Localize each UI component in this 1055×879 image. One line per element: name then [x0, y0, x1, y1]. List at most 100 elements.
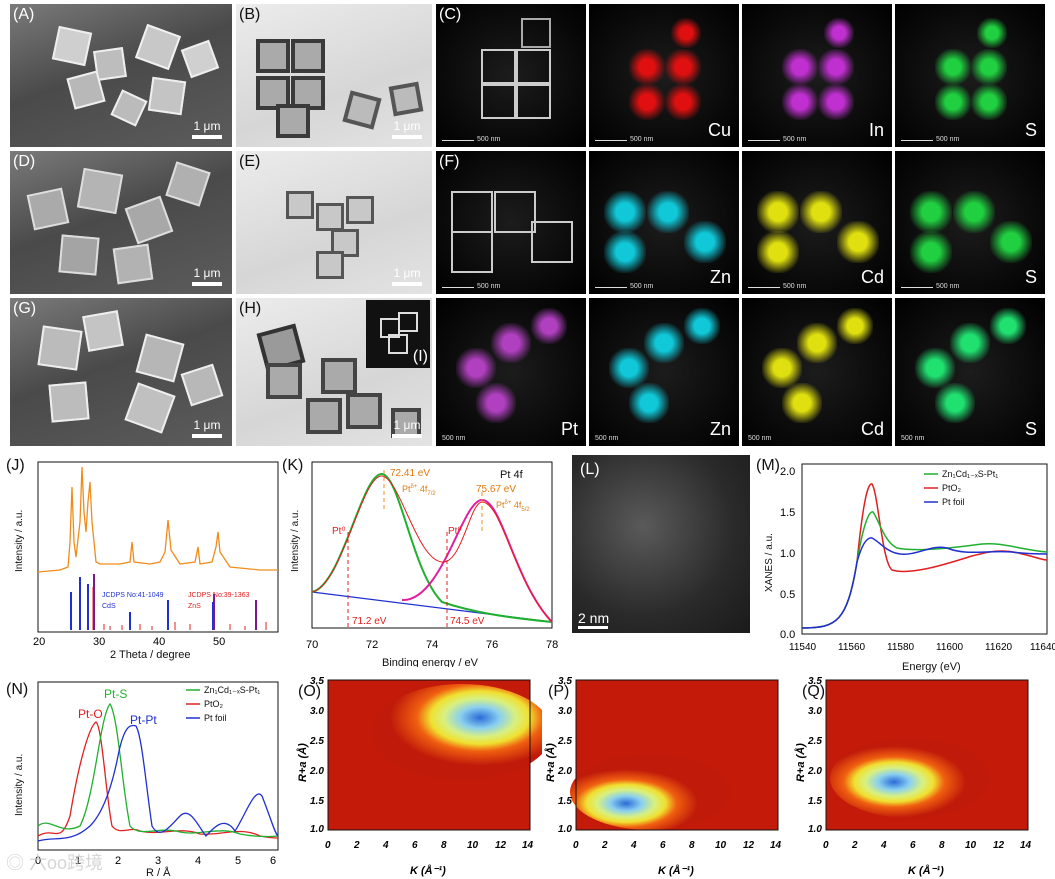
- scale-bar-d: [192, 282, 222, 286]
- ytick-q-10: 1.0: [808, 824, 822, 835]
- element-label-cd-r3: Cd: [860, 419, 884, 439]
- panel-label-f: (F): [439, 153, 460, 170]
- label-ptd-75-sup: δ+: [505, 500, 512, 506]
- ytick-p-20: 2.0: [557, 766, 572, 777]
- ytick-q-20: 2.0: [807, 766, 822, 777]
- xtick-m-11560: 11560: [838, 642, 866, 653]
- eds-map-pt: 500 nm Pt: [436, 298, 586, 446]
- xtick-m-11580: 11580: [887, 642, 915, 653]
- xtick-q-10: 10: [965, 840, 977, 851]
- label-ptd-72-sup: δ+: [411, 484, 418, 490]
- scale-label-c2: 500 nm: [630, 136, 654, 143]
- xlabel-o: K (Å⁻¹): [410, 864, 446, 877]
- wavelet-chart-o: (O) R+a (Å) K (Å⁻¹) 3.5 3.0 2.5 2.0 1.5 …: [296, 676, 542, 877]
- xtick-o-10: 10: [467, 840, 479, 851]
- yticks-o: 3.5 3.0 2.5 2.0 1.5 1.0: [309, 676, 324, 835]
- sem-image-a: (A) 1 μm: [10, 4, 232, 147]
- wavelet-chart-q: (Q) R+a (Å) K (Å⁻¹) 3.5 3.0 2.5 2.0 1.5 …: [794, 676, 1032, 877]
- scale-label-a: 1 μm: [193, 119, 221, 133]
- eds-map-zn-f: 500 nm Zn: [589, 151, 739, 294]
- ref-bars-purple: [93, 574, 257, 630]
- xrd-chart-j: (J) Intensity / a.u. 2 Theta / degree 20…: [6, 457, 279, 661]
- ytick-q-30: 3.0: [808, 706, 822, 717]
- eds-map-s-r3: 500 nm S: [895, 298, 1045, 446]
- ytick-o-35: 3.5: [310, 676, 324, 687]
- exafs-line-ptfoil: [37, 724, 279, 842]
- xtick-m-11640: 11640: [1030, 642, 1055, 653]
- element-label-s-c: S: [1024, 120, 1037, 140]
- element-label-zn-r3: Zn: [709, 419, 731, 439]
- ylabel-j: Intensity / a.u.: [14, 510, 25, 572]
- element-label-s-f: S: [1024, 267, 1037, 287]
- xtick-j-50: 50: [213, 636, 225, 648]
- label-ptd-75-sub: 5/2: [521, 507, 530, 513]
- element-label-cu: Cu: [707, 120, 731, 140]
- xtick-o-14: 14: [522, 840, 534, 851]
- ytick-o-15: 1.5: [310, 796, 324, 807]
- xanes-line-ptfoil: [801, 537, 1048, 629]
- scale-label-r2: 500 nm: [595, 435, 619, 442]
- label-ptd-75-base: Pt: [496, 500, 505, 510]
- eds-map-cd-r3: 500 nm Cd: [742, 298, 892, 446]
- scale-label-f4: 500 nm: [936, 283, 960, 290]
- scale-label-f1: 500 nm: [477, 283, 501, 290]
- scale-label-r4: 500 nm: [901, 435, 925, 442]
- xtick-j-20: 20: [33, 636, 45, 648]
- exafs-line-sample: [37, 702, 279, 838]
- panel-label-d: (D): [13, 153, 36, 170]
- ytick-m-20: 2.0: [780, 466, 795, 478]
- xtick-o-12: 12: [495, 840, 507, 851]
- xtick-o-8: 8: [441, 840, 447, 851]
- xtick-p-12: 12: [743, 840, 755, 851]
- xtick-m-11620: 11620: [985, 642, 1013, 653]
- watermark-icon: ◎: [6, 853, 24, 873]
- legend-m-sample: Zn₁Cd₁₋ₓS-Pt₁: [942, 469, 998, 479]
- watermark-text: 六oo跨境: [29, 853, 104, 873]
- ytick-m-05: 0.5: [780, 589, 795, 601]
- ytick-p-25: 2.5: [557, 736, 572, 747]
- xtick-o-2: 2: [353, 840, 360, 851]
- xticks-q: 0 2 4 6 8 10 12 14: [823, 840, 1032, 851]
- scale-label-c4: 500 nm: [936, 136, 960, 143]
- legend-n-sample: Zn₁Cd₁₋ₓS-Pt₁: [204, 685, 260, 695]
- xticks-k: 70 72 74 76 78: [306, 639, 558, 651]
- xps-chart-k: (K) Intensity / a.u. Binding energy / eV…: [282, 457, 558, 667]
- panel-label-e: (E): [239, 153, 261, 170]
- legend-n-pto2: PtO₂: [204, 699, 224, 709]
- panel-label-g: (G): [13, 300, 37, 317]
- panel-label-i: (I): [412, 348, 428, 365]
- xrd-pattern: [37, 466, 278, 573]
- tem-image-b: (B) 1 μm: [236, 4, 432, 147]
- ytick-o-25: 2.5: [309, 736, 324, 747]
- element-label-s-r3: S: [1024, 419, 1037, 439]
- xtick-o-0: 0: [325, 840, 331, 851]
- xtick-n-4: 4: [195, 855, 201, 867]
- xtick-p-10: 10: [715, 840, 727, 851]
- scale-label-f3: 500 nm: [783, 283, 807, 290]
- xtick-n-0: 0: [35, 855, 41, 867]
- xtick-p-8: 8: [689, 840, 695, 851]
- panel-label-q: (Q): [802, 683, 825, 700]
- label-7567: 75.67 eV: [476, 484, 516, 495]
- ytick-o-10: 1.0: [310, 824, 324, 835]
- xtick-k-78: 78: [546, 639, 558, 651]
- xtick-p-6: 6: [660, 840, 666, 851]
- title-k: Pt 4f: [500, 469, 524, 481]
- haadf-image-f: (F) 500 nm: [436, 151, 586, 294]
- xtick-o-4: 4: [382, 840, 389, 851]
- xtick-n-5: 5: [235, 855, 241, 867]
- xtick-q-4: 4: [880, 840, 887, 851]
- ref2-text: JCDPS No:39-1363: [188, 592, 250, 599]
- legend-m-pto2: PtO₂: [942, 483, 962, 493]
- ylabel-m: XANES / a.u.: [764, 533, 775, 592]
- scale-bar-b: [392, 135, 422, 139]
- eds-map-s-f: 500 nm S: [895, 151, 1045, 294]
- yticks-p: 3.5 3.0 2.5 2.0 1.5 1.0: [557, 676, 572, 835]
- peak-label-pto: Pt-O: [78, 707, 103, 721]
- xtick-p-14: 14: [770, 840, 782, 851]
- xlabel-p: K (Å⁻¹): [658, 864, 694, 877]
- xlabel-j: 2 Theta / degree: [110, 649, 191, 661]
- xtick-o-6: 6: [412, 840, 418, 851]
- ytick-m-15: 1.5: [780, 507, 795, 519]
- peak-label-ptpt: Pt-Pt: [130, 713, 157, 727]
